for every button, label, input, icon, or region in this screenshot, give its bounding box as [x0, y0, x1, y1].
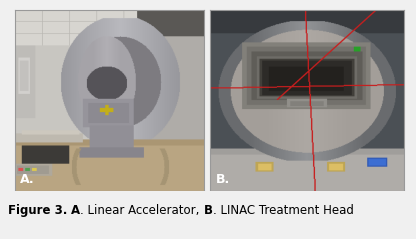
Text: B: B	[203, 204, 213, 217]
Text: . Linear Accelerator,: . Linear Accelerator,	[80, 204, 203, 217]
Text: B.: B.	[216, 173, 230, 186]
Text: A.: A.	[20, 173, 35, 186]
Text: . LINAC Treatment Head: . LINAC Treatment Head	[213, 204, 354, 217]
Text: Figure 3.: Figure 3.	[8, 204, 68, 217]
Text: A: A	[72, 204, 80, 217]
